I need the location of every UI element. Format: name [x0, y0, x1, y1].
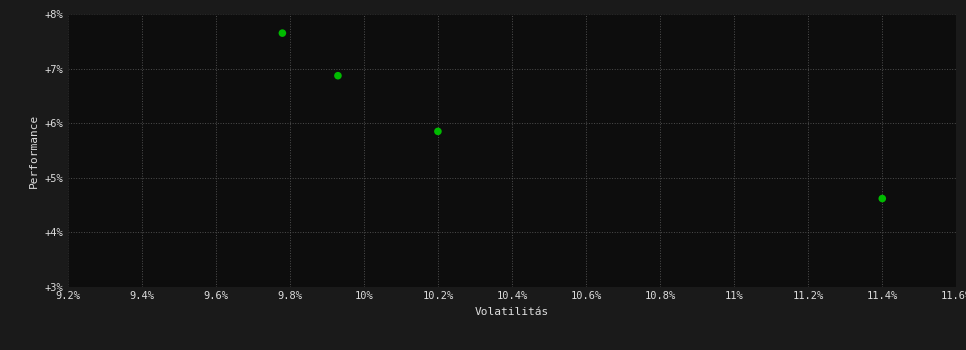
- Point: [430, 128, 445, 134]
- Point: [330, 73, 346, 78]
- Point: [874, 196, 890, 201]
- Y-axis label: Performance: Performance: [29, 113, 40, 188]
- Point: [274, 30, 290, 36]
- X-axis label: Volatilitás: Volatilitás: [475, 307, 549, 317]
